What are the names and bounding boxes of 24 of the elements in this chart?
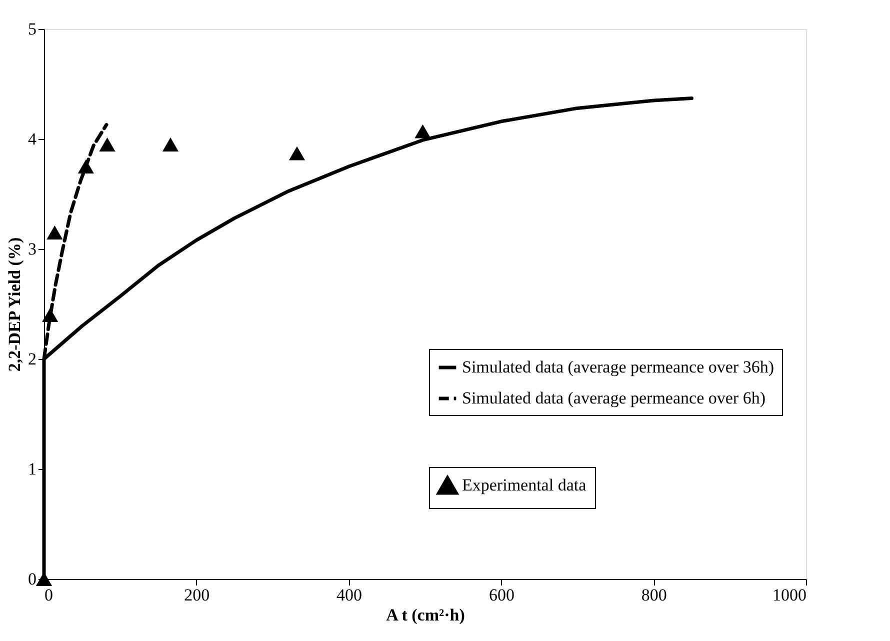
x-tick-label: 600 <box>488 586 514 604</box>
point <box>42 308 58 322</box>
point <box>162 138 179 152</box>
point <box>46 226 63 240</box>
legend-label: Experimental data <box>462 476 587 494</box>
y-tick-label: 1 <box>28 460 36 478</box>
point <box>288 146 306 160</box>
x-tick-label: 0 <box>44 586 53 604</box>
y-tick-label: 2 <box>28 350 36 368</box>
x-axis-title: A t (cm²·h) <box>386 606 465 624</box>
legend-label: Simulated data (average permeance over 36h) <box>462 358 774 376</box>
x-tick-label: 200 <box>184 586 210 604</box>
y-tick-label: 5 <box>28 20 36 38</box>
point <box>99 138 116 152</box>
x-tick-label: 1000 <box>772 586 806 604</box>
y-tick-label: 0 <box>28 570 36 588</box>
x-tick-label: 400 <box>336 586 362 604</box>
legend-label: Simulated data (average permeance over 6h) <box>462 388 766 408</box>
y-axis-title: 2,2-DEP Yield (%) <box>5 237 24 372</box>
point <box>78 160 94 174</box>
y-tick-label: 4 <box>28 130 37 148</box>
x-tick-label: 800 <box>641 586 667 604</box>
point <box>414 124 431 138</box>
y-tick-label: 3 <box>28 240 36 258</box>
